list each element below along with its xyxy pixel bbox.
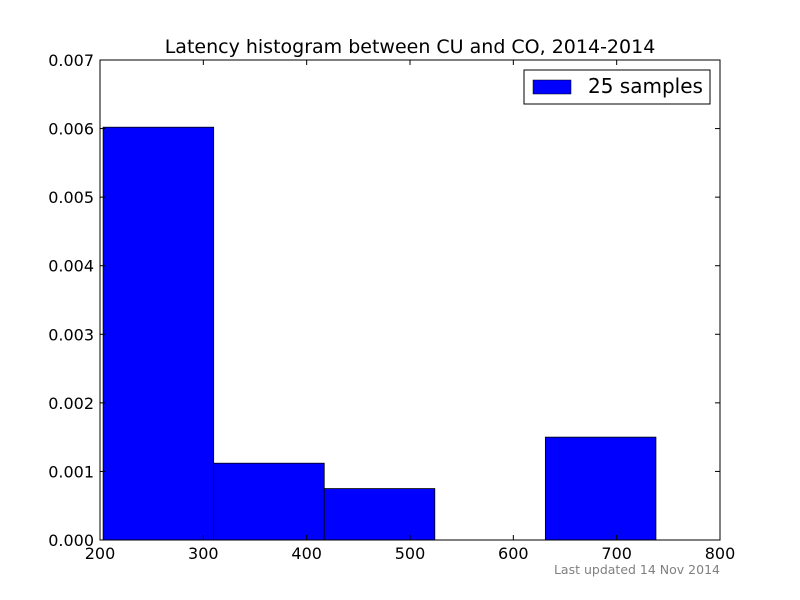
y-tick-label: 0.000 (48, 531, 94, 550)
chart-title: Latency histogram between CU and CO, 201… (165, 36, 656, 58)
y-tick-label: 0.005 (48, 188, 94, 207)
y-tick-label: 0.004 (48, 257, 94, 276)
bars-group (102, 126, 657, 541)
y-tick-label: 0.001 (48, 462, 94, 481)
ticks-group: 200 300 400 500 600 700 800 0.000 0.001 0.002 0.00… (48, 51, 735, 563)
x-tick-label: 800 (705, 544, 736, 563)
last-updated-text: Last updated 14 Nov 2014 (554, 562, 720, 577)
y-tick-label: 0.006 (48, 120, 94, 139)
x-tick-label: 300 (188, 544, 219, 563)
histogram-bar-0 (102, 126, 215, 541)
histogram-bar-1 (213, 462, 325, 541)
x-tick-label: 500 (395, 544, 426, 563)
histogram-bar-4 (544, 436, 657, 541)
x-tick-label: 600 (498, 544, 529, 563)
x-tick-label: 400 (291, 544, 322, 563)
y-tick-label: 0.003 (48, 325, 94, 344)
x-tick-label: 700 (601, 544, 632, 563)
legend-label: 25 samples (588, 74, 703, 98)
legend-swatch (532, 79, 572, 95)
y-tick-label: 0.007 (48, 51, 94, 70)
y-tick-label: 0.002 (48, 394, 94, 413)
x-tick-label: 200 (85, 544, 116, 563)
legend: 25 samples (523, 69, 711, 105)
histogram-bar-2 (323, 488, 436, 541)
